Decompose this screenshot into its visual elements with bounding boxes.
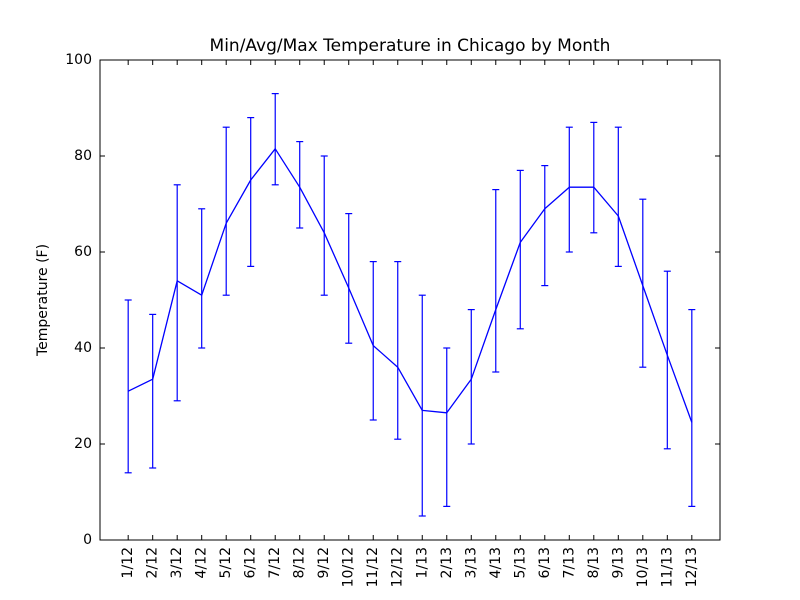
x-tick-label: 3/12 [169, 547, 185, 578]
y-axis-label: Temperature (F) [35, 244, 51, 357]
x-tick-label: 10/13 [635, 547, 651, 587]
x-tick-label: 7/13 [561, 547, 577, 578]
x-tick-label: 6/12 [243, 547, 259, 578]
x-tick-label: 4/12 [194, 547, 210, 578]
x-tick-label: 8/13 [586, 547, 602, 578]
avg-temperature-line [127, 148, 693, 423]
x-tick-label: 5/13 [512, 547, 528, 578]
x-tick-label: 10/12 [341, 547, 357, 587]
x-tick-label: 12/12 [390, 547, 406, 587]
chart-title: Min/Avg/Max Temperature in Chicago by Mo… [210, 36, 611, 56]
x-tick-label: 7/12 [267, 547, 283, 578]
plot-area: 0 20 40 60 80 100 1/12 2/12 3/12 4/12 5/12 6/12 7/12… [65, 52, 721, 587]
y-tick-label: 80 [74, 148, 92, 164]
x-tick-label: 2/12 [145, 547, 161, 578]
x-tick-label: 12/13 [684, 547, 700, 587]
y-tick-label: 100 [65, 52, 92, 68]
y-tick-label: 40 [74, 340, 92, 356]
axes-frame [99, 59, 721, 541]
x-tick-label: 11/12 [365, 547, 381, 587]
x-tick-label: 1/13 [414, 547, 430, 578]
x-tick-label: 6/13 [537, 547, 553, 578]
x-tick-label: 8/12 [292, 547, 308, 578]
x-tick-label: 4/13 [488, 547, 504, 578]
x-tick-label: 1/12 [120, 547, 136, 578]
x-tick-label: 3/13 [463, 547, 479, 578]
x-tick-label: 2/13 [439, 547, 455, 578]
x-tick-label: 5/12 [218, 547, 234, 578]
x-tick-label: 9/13 [610, 547, 626, 578]
x-tick-label: 9/12 [316, 547, 332, 578]
y-tick-label: 20 [74, 436, 92, 452]
x-tick-label: 11/13 [659, 547, 675, 587]
y-tick-label: 0 [83, 532, 92, 548]
y-tick-label: 60 [74, 244, 92, 260]
